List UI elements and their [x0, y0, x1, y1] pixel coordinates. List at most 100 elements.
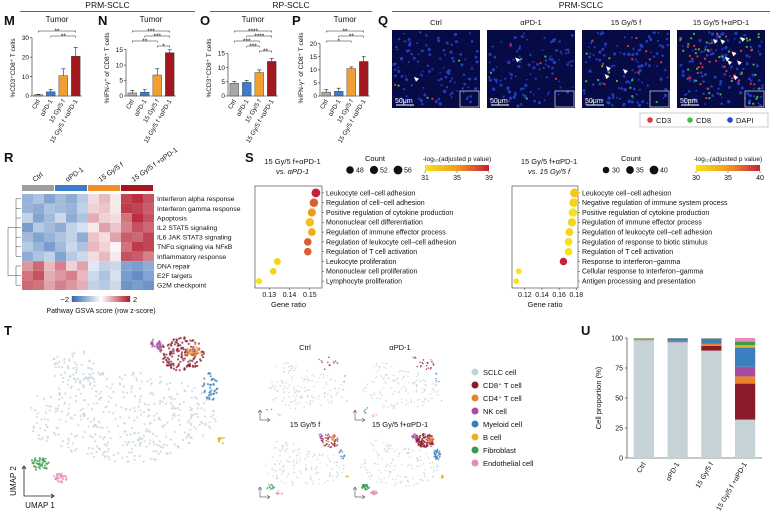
umap-cell — [65, 477, 68, 480]
umap-cell — [282, 465, 285, 467]
cd8-signal — [697, 48, 700, 51]
heatmap-cell — [132, 232, 143, 242]
umap-cell — [431, 461, 434, 464]
umap-cell — [126, 460, 129, 463]
heatmap-cell — [99, 251, 110, 262]
umap-cell — [266, 486, 269, 489]
nucleus — [475, 49, 479, 53]
umap-cell — [286, 443, 288, 445]
micrograph — [392, 30, 480, 108]
umap-cell — [100, 390, 103, 393]
umap-cell — [429, 462, 431, 464]
bar-segment — [735, 366, 756, 377]
umap-cell — [336, 362, 339, 364]
umap-cell — [148, 442, 151, 445]
umap-cell — [435, 379, 438, 382]
umap-cell — [180, 351, 184, 354]
umap-cell — [385, 382, 387, 385]
umap-cell — [407, 371, 409, 374]
umap-cell — [123, 373, 127, 377]
cd3-signal — [708, 60, 711, 63]
nucleus — [529, 53, 532, 57]
heatmap-cell — [55, 232, 66, 242]
x-tick-label: 0.14 — [283, 292, 297, 299]
heatmap-cell — [77, 232, 88, 242]
cd3-signal — [694, 48, 697, 51]
heatmap-cell — [143, 222, 154, 233]
nucleus — [615, 96, 618, 99]
umap-cell — [363, 410, 365, 412]
cd3-signal — [660, 61, 663, 64]
umap-cell — [209, 383, 212, 387]
umap-cell — [125, 433, 129, 437]
umap-cell — [324, 437, 327, 439]
umap-cell — [113, 460, 116, 463]
umap-cell — [45, 439, 48, 442]
umap-cell — [193, 354, 196, 357]
umap-cell — [172, 367, 175, 370]
nucleus — [495, 81, 498, 84]
umap-cell — [284, 403, 287, 406]
bar-segment — [667, 341, 688, 343]
nucleus — [407, 37, 411, 42]
bar-segment — [735, 345, 756, 348]
umap-cell — [138, 401, 141, 404]
bar-segment — [633, 338, 654, 340]
chart-title: Tumor — [334, 15, 357, 24]
term-label: Regulation of T cell activation — [582, 249, 673, 256]
nucleus — [427, 47, 431, 52]
nucleus — [542, 66, 545, 70]
nucleus — [550, 40, 553, 44]
cd8-signal — [704, 48, 707, 51]
umap-cell — [132, 406, 136, 410]
umap-cell — [381, 404, 384, 406]
umap-cell — [166, 356, 169, 360]
umap-cell — [161, 425, 165, 428]
umap-cell — [53, 431, 56, 434]
umap-cell — [341, 396, 343, 399]
umap-cell — [112, 390, 115, 393]
umap-cell — [432, 437, 435, 440]
umap-cell — [291, 400, 294, 403]
umap-cell — [338, 387, 340, 390]
umap-cell — [183, 357, 186, 360]
umap-cell — [177, 414, 180, 417]
nucleus — [635, 93, 638, 96]
umap-cell — [436, 455, 438, 458]
size-legend-dot — [626, 166, 634, 174]
significance-label: ** — [54, 28, 60, 35]
umap-cell — [327, 445, 329, 448]
nucleus — [625, 80, 628, 84]
umap-cell — [342, 457, 345, 460]
umap-cell — [376, 481, 379, 483]
umap-cell — [64, 392, 67, 395]
bar — [58, 75, 68, 97]
y-tick-label: 0 — [119, 93, 123, 100]
umap-cell — [408, 456, 411, 458]
significance-bracket — [246, 35, 272, 38]
nucleus — [761, 84, 764, 87]
inset-frame — [649, 90, 670, 108]
umap-cell — [149, 457, 152, 460]
umap-cell — [150, 382, 153, 385]
umap-cell — [70, 432, 73, 435]
umap-cell — [364, 458, 366, 461]
nucleus — [623, 88, 627, 92]
row-label: E2F targets — [157, 273, 193, 280]
cd8-signal — [687, 68, 690, 71]
nucleus — [515, 50, 519, 53]
heatmap-cell — [121, 213, 132, 223]
umap-cell — [324, 481, 327, 484]
umap-cell — [310, 474, 312, 477]
term-label: Positive regulation of cytokine producti… — [582, 210, 709, 217]
umap-cell — [98, 398, 101, 401]
umap-cell — [434, 381, 437, 384]
legend-marker — [471, 368, 479, 376]
nucleus — [567, 51, 570, 54]
nucleus — [514, 75, 517, 78]
nucleus — [649, 37, 653, 41]
heatmap-cell — [88, 251, 99, 262]
umap-cell — [286, 445, 288, 447]
umap-cell — [318, 483, 320, 485]
umap-cell — [313, 453, 316, 455]
